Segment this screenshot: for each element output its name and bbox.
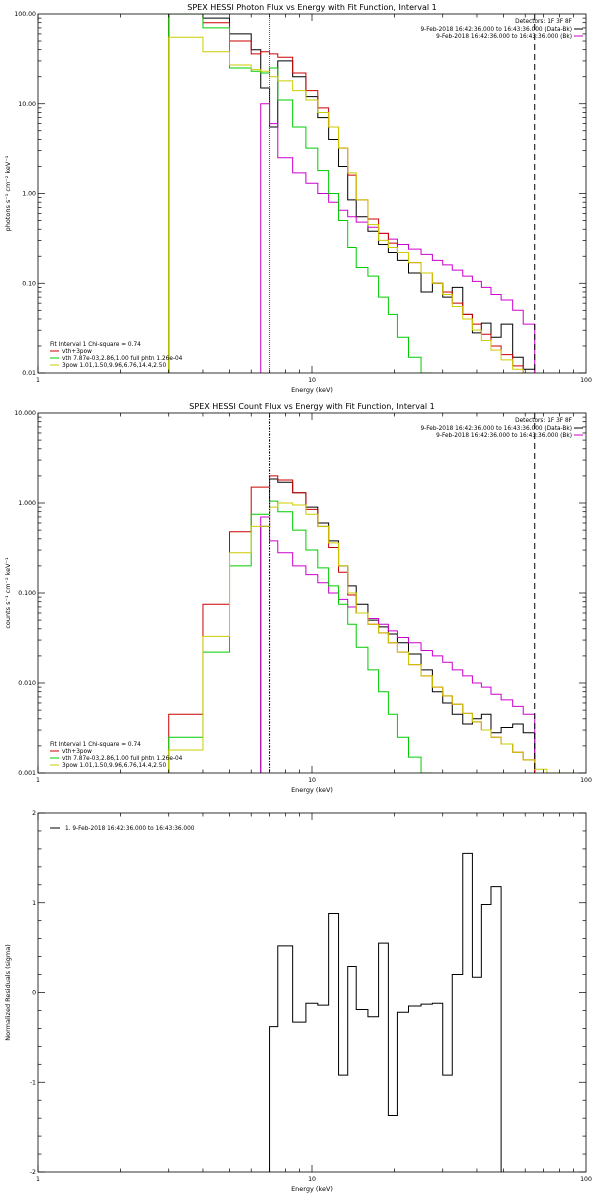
x-tick-label: 100 [580,377,592,384]
y-tick-label: 0.01 [22,370,36,377]
x-axis-label: Energy (keV) [291,386,333,394]
x-tick-label: 10 [308,777,316,784]
y-tick-label: 10.00 [18,101,36,108]
y-tick-label: -1 [30,1079,36,1086]
chart-1: 1 10 100 0.01 0.10 1.00 10.00 100.00 SPEX HESSI … [4,3,592,394]
y-axis-label: photons s⁻¹ cm⁻² keV⁻¹ [4,155,12,231]
fit-header: Fit Interval 1 Chi-square = 0.74 [50,342,141,348]
y-tick-label: 1 [32,900,36,907]
detectors-label: Detectors: 1F 3F 8F [515,19,572,25]
top-legend-entry: 9-Feb-2018 16:42:36.000 to 16:43:36.000 … [420,27,572,33]
legend-entry: 1. 9-Feb-2018 16:42:36.000 to 16:43:36.0… [65,826,195,832]
series-line-4 [168,14,433,373]
series-line-2 [260,103,536,373]
x-axis-label: Energy (keV) [291,1185,333,1193]
y-tick-label: 1.00 [22,191,36,198]
x-tick-label: 1 [36,1176,40,1183]
x-tick-label: 100 [580,777,592,784]
y-tick-label: 0.010 [18,680,36,687]
y-tick-label: 2 [32,810,36,817]
fit-legend-entry: vth 7.87e-03,2.86,1.00 full phtn 1.26e-0… [62,756,183,762]
x-tick-label: 10 [308,377,316,384]
y-tick-label: 1.000 [18,500,36,507]
plot-area [168,413,574,773]
y-tick-label: 0 [32,990,36,997]
fit-legend-entry: vth+3pow [62,349,92,355]
plot-area [269,852,502,1172]
y-tick-label: 0.001 [18,770,36,777]
top-legend-entry: 9-Feb-2018 16:42:36.000 to 16:43:36.000 … [436,34,572,40]
x-tick-label: 1 [36,777,40,784]
fit-legend-entry: 3pow 1.01,1.50,9.96,6.76,14.4,2.50 [62,763,166,769]
y-tick-label: 0.100 [18,590,36,597]
detectors-label: Detectors: 1F 3F 8F [515,418,572,424]
chart-title: SPEX HESSI Photon Flux vs Energy with Fi… [187,3,437,12]
series-line-3 [168,14,535,373]
series-line-5 [168,502,574,773]
fit-legend-entry: vth 7.87e-03,2.86,1.00 full phtn 1.26e-0… [62,356,183,362]
series-line-2 [260,516,536,773]
series-line-1 [269,852,502,1172]
y-tick-label: -2 [30,1169,36,1176]
fit-legend-entry: vth+3pow [62,749,92,755]
top-legend-entry: 9-Feb-2018 16:42:36.000 to 16:43:36.000 … [436,433,572,439]
x-axis-label: Energy (keV) [291,786,333,794]
chart-title: SPEX HESSI Count Flux vs Energy with Fit… [189,402,434,411]
plot-area [168,14,536,373]
chart-3: 1 10 100 -2 -1 0 1 2 Energy (keV) Normalized Resi… [4,810,592,1193]
fit-header: Fit Interval 1 Chi-square = 0.74 [50,742,141,748]
chart-2: 1 10 100 0.001 0.010 0.100 1.000 10.000 SPEX HES… [4,402,592,794]
fit-legend-entry: 3pow 1.01,1.50,9.96,6.76,14.4,2.50 [62,363,166,369]
x-tick-label: 1 [36,377,40,384]
y-axis-label: counts s⁻¹ cm⁻² keV⁻¹ [4,557,12,629]
y-tick-label: 10.000 [14,410,36,417]
x-tick-label: 100 [580,1176,592,1183]
y-tick-label: 0.10 [22,280,36,287]
y-tick-label: 100.00 [14,11,36,18]
series-line-5 [168,36,535,373]
y-axis-label: Normalized Residuals (sigma) [4,944,12,1041]
x-tick-label: 10 [308,1176,316,1183]
top-legend-entry: 9-Feb-2018 16:42:36.000 to 16:43:36.000 … [420,426,572,432]
